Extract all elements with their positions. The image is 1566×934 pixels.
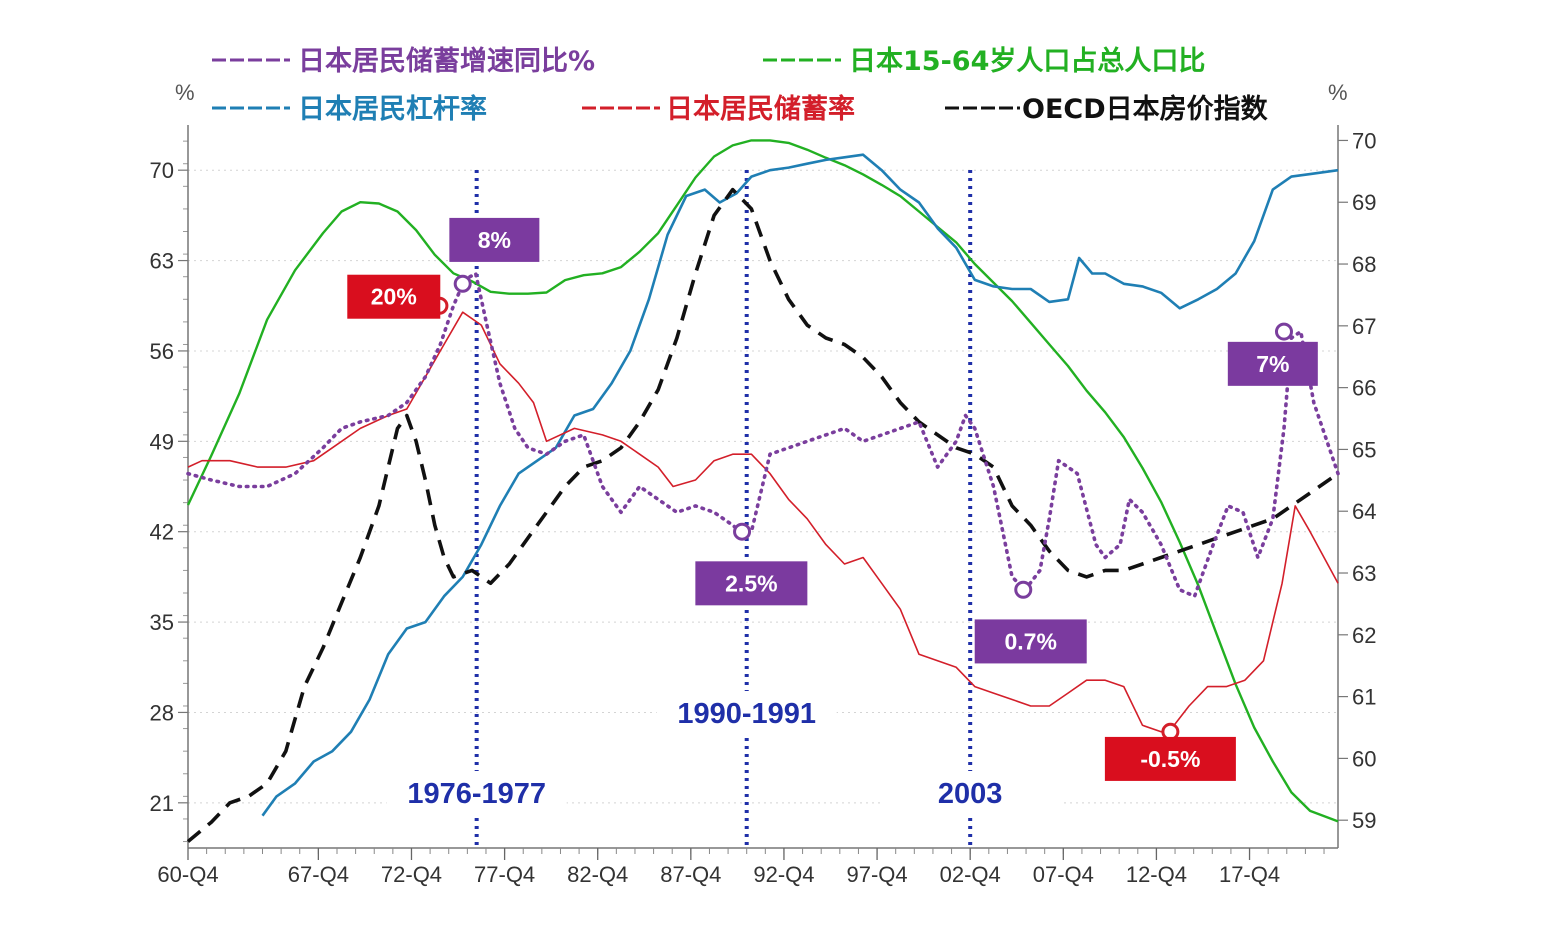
series-line-leverage [261,153,1339,817]
annotation-badge [974,619,1087,664]
annotation-label: -0.5% [1140,746,1200,772]
right-tick-label: 61 [1352,685,1376,710]
highlight-marker [733,522,752,541]
period-label: 1976-1977 [407,778,546,810]
right-tick-label: 60 [1352,746,1376,771]
x-tick-label: 67-Q4 [288,862,349,887]
right-tick-label: 59 [1352,808,1376,833]
left-tick-label: 21 [150,791,174,816]
legend-label-leverage: 日本居民杠杆率 [298,93,487,125]
legend: 日本居民储蓄增速同比% 日本15-64岁人口占总人口比 日本居民杠杆率 日本居民… [212,45,1269,125]
left-tick-label: 70 [150,158,174,183]
highlight-marker [1274,322,1293,341]
legend-item-savings-rate: 日本居民储蓄率 [582,93,855,125]
legend-label-savings-rate: 日本居民储蓄率 [666,93,855,125]
annotation-label: 0.7% [1004,628,1056,654]
x-tick-label: 77-Q4 [474,862,535,887]
right-tick-label: 62 [1352,623,1376,648]
left-tick-label: 56 [150,339,174,364]
highlight-marker [1014,580,1033,599]
legend-item-savings-growth: 日本居民储蓄增速同比% [212,45,595,77]
annotation-badge [695,561,808,606]
right-tick-label: 67 [1352,314,1376,339]
period-label: 1990-1991 [677,698,816,730]
series-line-working-age [186,139,1339,823]
x-tick-label: 17-Q4 [1219,862,1280,887]
x-tick-label: 82-Q4 [567,862,628,887]
right-tick-label: 64 [1352,499,1376,524]
right-tick-label: 70 [1352,128,1376,153]
annotation-label: 7% [1256,351,1289,377]
legend-item-working-age: 日本15-64岁人口占总人口比 [763,46,1205,77]
x-tick-label: 12-Q4 [1126,862,1187,887]
right-tick-label: 66 [1352,376,1376,401]
left-axis-unit: % [175,80,195,105]
x-tick-label: 87-Q4 [660,862,721,887]
left-tick-label: 35 [150,610,174,635]
legend-label-savings-growth: 日本居民储蓄增速同比% [298,45,595,77]
period-label-bg [880,771,1061,815]
x-tick-label: 97-Q4 [846,862,907,887]
period-label-bg [386,771,567,815]
axes: 21 28 35 42 49 56 63 70 59 60 61 62 63 64 65 66 67 68 69 70… [150,125,1376,887]
right-tick-label: 68 [1352,252,1376,277]
period-label-bg [656,691,837,735]
annotation-badge [1227,341,1318,386]
left-tick-label: 28 [150,700,174,725]
annotations: 20% 8% 2.5% 0.7% -0.5% 7% [347,217,1318,781]
legend-item-leverage: 日本居民杠杆率 [212,93,487,125]
annotation-label: 2.5% [725,570,777,596]
period-lines: 1976-1977 1990-1991 2003 [386,170,1061,848]
left-tick-label: 63 [150,249,174,274]
legend-label-house-price: OECD日本房价指数 [1022,94,1269,125]
right-tick-label: 63 [1352,561,1376,586]
right-tick-label: 69 [1352,190,1376,215]
period-label: 2003 [938,778,1003,810]
left-tick-label: 42 [150,520,174,545]
highlight-marker [453,274,472,293]
x-tick-label: 02-Q4 [940,862,1001,887]
annotation-badge [1104,736,1236,781]
annotation-badge [347,274,441,319]
left-tick-label: 49 [150,429,174,454]
legend-item-house-price: OECD日本房价指数 [945,94,1269,125]
right-axis-unit: % [1328,80,1348,105]
x-tick-label: 72-Q4 [381,862,442,887]
annotation-badge [449,217,540,262]
right-tick-label: 65 [1352,437,1376,462]
annotation-label: 20% [371,284,417,310]
annotation-label: 8% [478,227,511,253]
x-tick-label: 60-Q4 [157,862,218,887]
legend-label-working-age: 日本15-64岁人口占总人口比 [849,46,1205,77]
x-tick-label: 07-Q4 [1033,862,1094,887]
x-tick-label: 92-Q4 [753,862,814,887]
